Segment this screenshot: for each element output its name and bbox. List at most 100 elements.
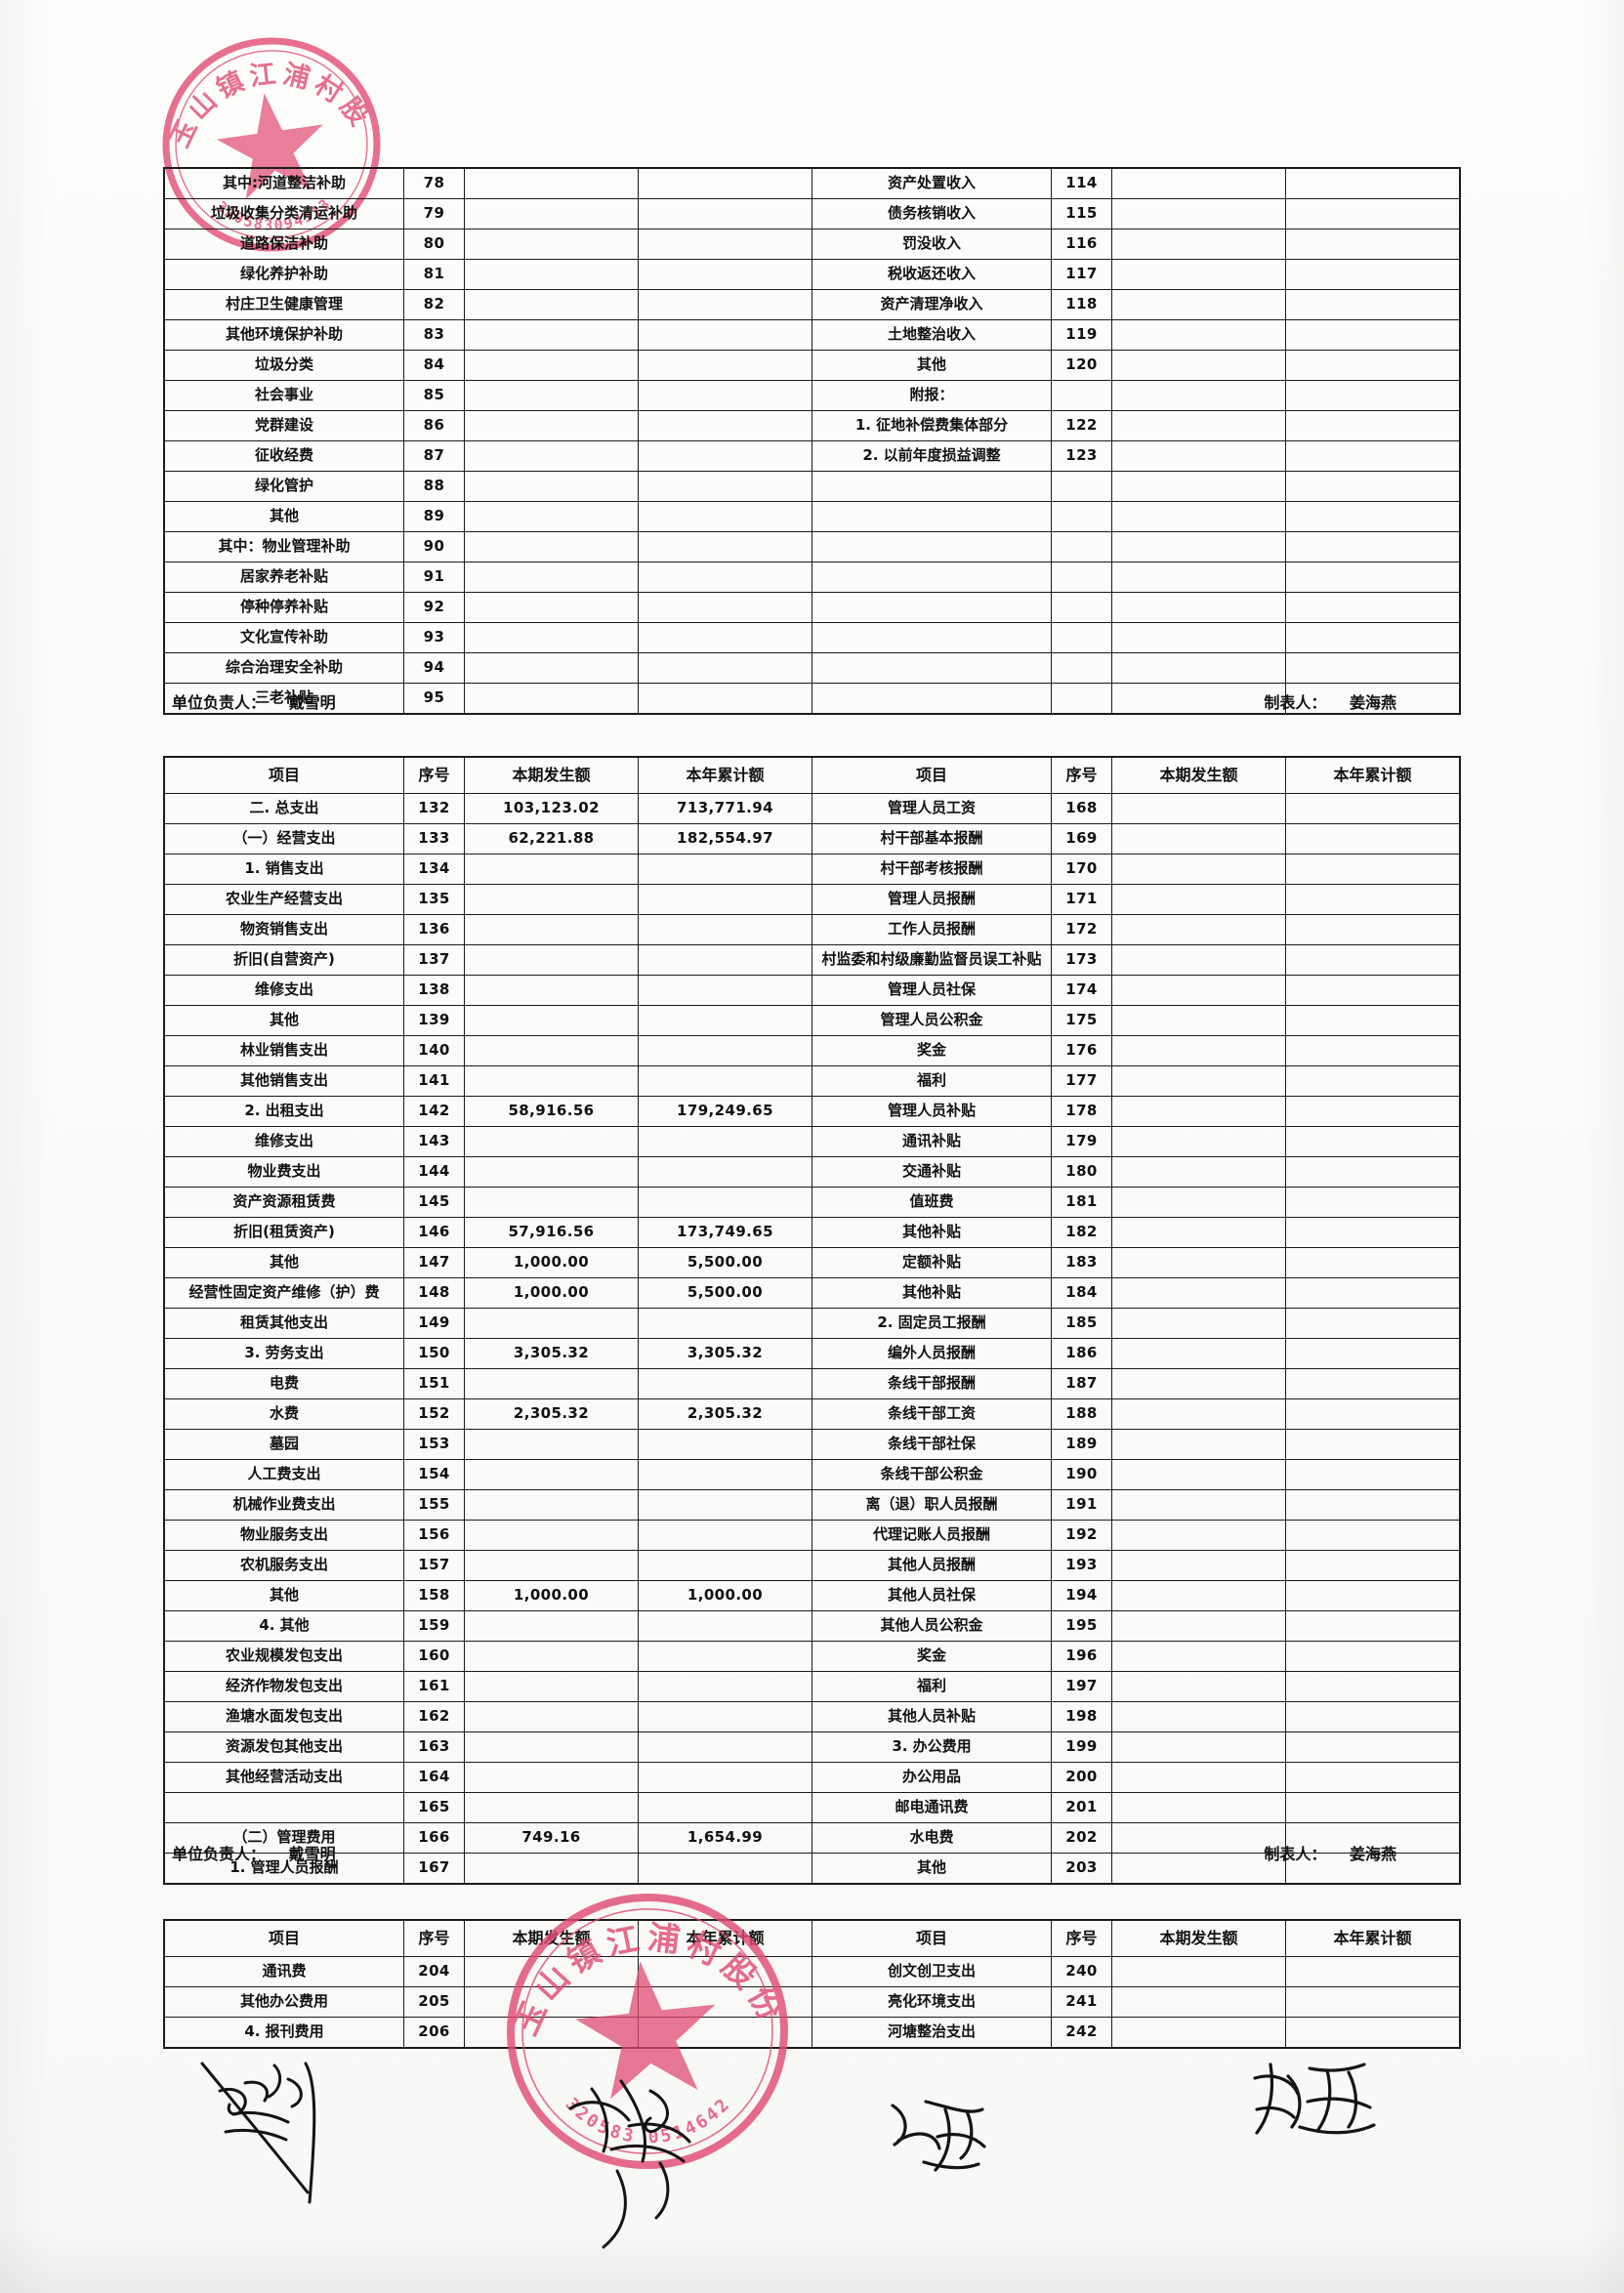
serial-number: 164 xyxy=(403,1762,465,1793)
table-row: 2. 出租支出 142 58,916.56 179,249.65 管理人员补贴 178 xyxy=(164,1096,1460,1127)
current-amount xyxy=(464,259,639,290)
current-amount-right xyxy=(1111,1610,1286,1642)
current-amount-right xyxy=(1111,823,1286,855)
serial-number-right: 115 xyxy=(1051,198,1112,229)
serial-number-right xyxy=(1051,380,1112,411)
current-amount-right xyxy=(1111,683,1286,714)
current-amount-right xyxy=(1111,652,1286,684)
ytd-amount-right xyxy=(1285,1065,1460,1097)
ytd-amount-right xyxy=(1285,683,1460,714)
serial-number-right: 240 xyxy=(1051,1956,1112,1987)
ytd-amount-right xyxy=(1285,501,1460,532)
table-row: （一）经营支出 133 62,221.88 182,554.97 村干部基本报酬 169 xyxy=(164,823,1460,855)
item-label: 垃圾收集分类清运补助 xyxy=(164,198,404,229)
serial-number-right: 192 xyxy=(1051,1520,1112,1551)
item-label-right: 编外人员报酬 xyxy=(812,1338,1052,1369)
item-label: 资源发包其他支出 xyxy=(164,1731,404,1763)
current-amount xyxy=(464,229,639,260)
current-amount-right xyxy=(1111,1459,1286,1490)
current-amount xyxy=(464,319,639,351)
table-row: 绿化养护补助 81 税收返还收入 117 xyxy=(164,259,1460,290)
item-label-right: 其他人员补贴 xyxy=(812,1701,1052,1732)
serial-number-right: 175 xyxy=(1051,1005,1112,1036)
ytd-amount xyxy=(638,501,812,532)
ytd-amount-right xyxy=(1285,380,1460,411)
ytd-amount xyxy=(638,259,812,290)
serial-number: 157 xyxy=(403,1550,465,1581)
current-amount xyxy=(464,1187,639,1218)
income-expenditure-table-2: 项目 序号 本期发生额 本年累计额 项目 序号 本期发生额 本年累计额 二. 总支出 132 103… xyxy=(164,757,1460,1884)
column-header-5: 项目 xyxy=(812,757,1052,794)
item-label-right: 其他人员社保 xyxy=(812,1580,1052,1611)
current-amount-right xyxy=(1111,319,1286,351)
current-amount xyxy=(464,1671,639,1702)
ytd-amount-right xyxy=(1285,823,1460,855)
table-row: 经营性固定资产维修（护）费 148 1,000.00 5,500.00 其他补贴 184 xyxy=(164,1277,1460,1309)
current-amount xyxy=(464,944,639,976)
ytd-amount-right xyxy=(1285,1762,1460,1793)
current-amount-right xyxy=(1111,1731,1286,1763)
ytd-amount-right xyxy=(1285,592,1460,623)
current-amount-right xyxy=(1111,410,1286,441)
ytd-amount xyxy=(638,531,812,563)
serial-number-right: 186 xyxy=(1051,1338,1112,1369)
item-label: 物业费支出 xyxy=(164,1156,404,1188)
ytd-amount-right xyxy=(1285,1247,1460,1278)
ytd-amount xyxy=(638,440,812,472)
item-label-right: 债务核销收入 xyxy=(812,198,1052,229)
current-amount-right xyxy=(1111,168,1286,199)
current-amount xyxy=(464,1308,639,1339)
current-amount-right xyxy=(1111,1792,1286,1823)
ytd-amount xyxy=(638,1641,812,1672)
ytd-amount-right xyxy=(1285,914,1460,945)
ytd-amount xyxy=(638,1459,812,1490)
ytd-amount-right xyxy=(1285,168,1460,199)
table-3-body: 项目 序号 本期发生额 本年累计额 项目 序号 本期发生额 本年累计额 通讯费 204 创文创卫支出… xyxy=(164,1920,1460,2048)
item-label: 三老补贴 xyxy=(164,683,404,714)
serial-number: 158 xyxy=(403,1580,465,1611)
ytd-amount-right xyxy=(1285,1550,1460,1581)
current-amount xyxy=(464,1520,639,1551)
item-label: 其他销售支出 xyxy=(164,1065,404,1097)
table-row: 水费 152 2,305.32 2,305.32 条线干部工资 188 xyxy=(164,1398,1460,1430)
current-amount xyxy=(464,1429,639,1460)
item-label: 文化宣传补助 xyxy=(164,622,404,653)
current-amount-right xyxy=(1111,1641,1286,1672)
serial-number-right: 203 xyxy=(1051,1853,1112,1884)
item-label: 3. 劳务支出 xyxy=(164,1338,404,1369)
ytd-amount-right xyxy=(1285,319,1460,351)
current-amount xyxy=(464,198,639,229)
current-amount xyxy=(464,1005,639,1036)
table-row: 人工费支出 154 条线干部公积金 190 xyxy=(164,1459,1460,1490)
ytd-amount xyxy=(638,410,812,441)
item-label-right xyxy=(812,592,1052,623)
table-row: 村庄卫生健康管理 82 资产清理净收入 118 xyxy=(164,289,1460,320)
serial-number: 86 xyxy=(403,410,465,441)
table-row: 其他 158 1,000.00 1,000.00 其他人员社保 194 xyxy=(164,1580,1460,1611)
table-row: 综合治理安全补助 94 xyxy=(164,652,1460,684)
column-header-4: 本年累计额 xyxy=(638,757,812,794)
ytd-amount-right xyxy=(1285,1580,1460,1611)
serial-number: 144 xyxy=(403,1156,465,1188)
current-amount xyxy=(464,350,639,381)
serial-number-right: 188 xyxy=(1051,1398,1112,1430)
item-label-right: 其他 xyxy=(812,350,1052,381)
item-label: （一）经营支出 xyxy=(164,823,404,855)
table-row: 社会事业 85 附报： xyxy=(164,380,1460,411)
serial-number: 147 xyxy=(403,1247,465,1278)
column-header-3: 本期发生额 xyxy=(464,1920,639,1957)
table-row: 其他 147 1,000.00 5,500.00 定额补贴 183 xyxy=(164,1247,1460,1278)
ytd-amount xyxy=(638,1035,812,1066)
serial-number-right: 183 xyxy=(1051,1247,1112,1278)
current-amount xyxy=(464,410,639,441)
item-label: 绿化养护补助 xyxy=(164,259,404,290)
ytd-amount-right xyxy=(1285,198,1460,229)
ytd-amount-right xyxy=(1285,1459,1460,1490)
item-label: 电费 xyxy=(164,1368,404,1399)
serial-number: 137 xyxy=(403,944,465,976)
ytd-amount xyxy=(638,1156,812,1188)
current-amount-right xyxy=(1111,259,1286,290)
serial-number: 151 xyxy=(403,1368,465,1399)
serial-number-right: 170 xyxy=(1051,854,1112,885)
ytd-amount-right xyxy=(1285,1398,1460,1430)
